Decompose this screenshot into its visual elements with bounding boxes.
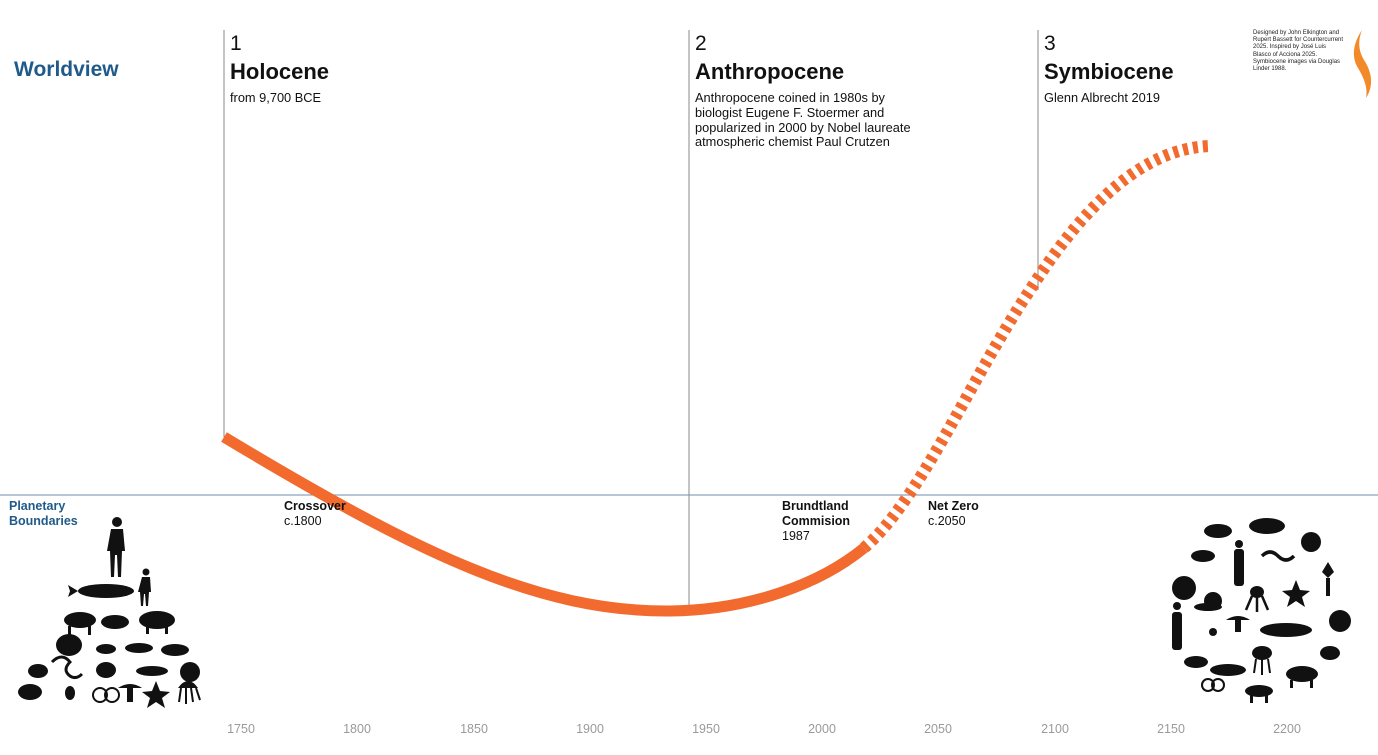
era-title: Anthropocene — [695, 59, 845, 84]
x-tick-label: 2000 — [808, 722, 836, 736]
era-anthropocene: 2 Anthropocene Anthropocene coined in 19… — [695, 33, 911, 150]
milestone-date: c.2050 — [928, 514, 966, 528]
era-description: Anthropocene coined in 1980s by biologis… — [695, 90, 911, 150]
projected-curve — [860, 140, 1213, 553]
milestone-name: Net Zero — [928, 499, 979, 513]
credit-note: Designed by John Elkington and Rupert Ba… — [1253, 30, 1344, 73]
x-tick-label: 2100 — [1041, 722, 1069, 736]
x-tick-label: 1750 — [227, 722, 255, 736]
era-description: Glenn Albrecht 2019 — [1044, 90, 1160, 105]
x-tick-label: 1850 — [460, 722, 488, 736]
era-number: 1 — [230, 32, 242, 55]
era-title: Symbiocene — [1044, 59, 1174, 84]
x-tick-label: 1800 — [343, 722, 371, 736]
animal-silhouettes-icon — [18, 584, 201, 708]
x-tick-label: 1950 — [692, 722, 720, 736]
planetary-boundaries-label: Planetary Boundaries — [9, 499, 78, 528]
milestone-net-zero: Net Zero c.2050 — [928, 499, 979, 529]
x-tick-label: 2050 — [924, 722, 952, 736]
milestone-name: Crossover — [284, 499, 346, 513]
worldview-label: Worldview — [14, 58, 119, 81]
symbiocene-species-cluster — [1172, 518, 1351, 703]
human-silhouette-icon — [107, 517, 151, 606]
milestone-name: Brundtland Commision — [782, 499, 851, 528]
era-number: 3 — [1044, 32, 1056, 55]
milestone-date: 1987 — [782, 529, 810, 543]
era-title: Holocene — [230, 59, 330, 84]
era-number: 2 — [695, 32, 707, 55]
historical-curve — [221, 432, 868, 617]
era-symbiocene: 3 Symbiocene Glenn Albrecht 2019 — [1044, 33, 1174, 106]
era-holocene: 1 Holocene from 9,700 BCE — [230, 33, 329, 106]
era-description: from 9,700 BCE — [230, 90, 322, 105]
x-tick-label: 2200 — [1273, 722, 1301, 736]
milestone-brundtland: Brundtland Commision 1987 — [782, 499, 850, 544]
milestone-crossover: Crossover c.1800 — [284, 499, 346, 529]
milestone-date: c.1800 — [284, 514, 322, 528]
x-tick-label: 2150 — [1157, 722, 1185, 736]
flame-icon — [1353, 30, 1372, 98]
x-tick-label: 1900 — [576, 722, 604, 736]
